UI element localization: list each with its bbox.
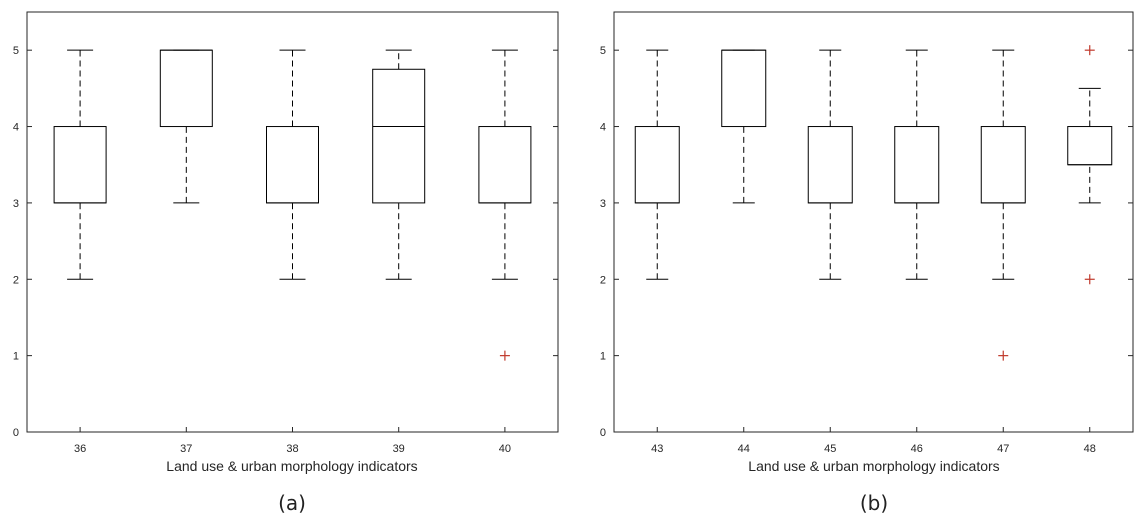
y-tick-label: 0 bbox=[13, 427, 19, 439]
x-tick-label: 38 bbox=[286, 443, 298, 455]
y-tick-label: 2 bbox=[600, 274, 606, 286]
x-tick-label: 36 bbox=[74, 443, 86, 455]
box-body bbox=[980, 126, 1026, 204]
box-48: 48 bbox=[1067, 45, 1113, 455]
box-body bbox=[721, 49, 767, 128]
box-body bbox=[478, 126, 532, 204]
x-tick-label: 48 bbox=[1084, 443, 1096, 455]
box-43: 43 bbox=[634, 49, 680, 455]
panel-label: (a) bbox=[278, 491, 306, 515]
outlier-marker bbox=[998, 350, 1009, 361]
box-44: 44 bbox=[721, 49, 767, 455]
y-tick-label: 5 bbox=[13, 45, 19, 57]
box-body bbox=[1067, 126, 1113, 166]
box-39: 39 bbox=[372, 49, 426, 455]
y-tick-label: 4 bbox=[600, 122, 606, 134]
box-40: 40 bbox=[478, 49, 532, 455]
box-body bbox=[266, 126, 319, 204]
x-tick-label: 46 bbox=[911, 443, 923, 455]
box-45: 45 bbox=[807, 49, 853, 455]
x-tick-label: 44 bbox=[738, 443, 750, 455]
outlier-marker bbox=[499, 350, 510, 361]
x-tick-label: 43 bbox=[651, 443, 663, 455]
box-38: 38 bbox=[266, 49, 319, 455]
box-body bbox=[53, 126, 107, 204]
plot-frame bbox=[613, 11, 1134, 433]
y-tick-label: 2 bbox=[13, 274, 19, 286]
box-body bbox=[372, 68, 426, 204]
x-axis-label: Land use & urban morphology indicators bbox=[748, 458, 999, 474]
x-tick-label: 39 bbox=[393, 443, 405, 455]
y-tick-label: 3 bbox=[600, 198, 606, 210]
box-body bbox=[807, 126, 853, 204]
x-tick-label: 45 bbox=[824, 443, 836, 455]
outlier-marker bbox=[1084, 45, 1095, 56]
x-axis-label: Land use & urban morphology indicators bbox=[166, 458, 417, 474]
y-tick-label: 4 bbox=[13, 122, 19, 134]
panel-label: (b) bbox=[860, 491, 888, 515]
box-47: 47 bbox=[980, 49, 1026, 455]
x-tick-label: 40 bbox=[499, 443, 511, 455]
y-tick-label: 5 bbox=[600, 45, 606, 57]
box-36: 36 bbox=[53, 49, 107, 455]
y-tick-label: 1 bbox=[13, 351, 19, 363]
x-tick-label: 47 bbox=[997, 443, 1009, 455]
box-body bbox=[894, 126, 940, 204]
y-tick-label: 3 bbox=[13, 198, 19, 210]
outlier-marker bbox=[1084, 274, 1095, 285]
x-tick-label: 37 bbox=[180, 443, 192, 455]
y-tick-label: 0 bbox=[600, 427, 606, 439]
box-37: 37 bbox=[159, 49, 213, 455]
box-body bbox=[634, 126, 680, 204]
box-body bbox=[159, 49, 213, 128]
box-46: 46 bbox=[894, 49, 940, 455]
y-tick-label: 1 bbox=[600, 351, 606, 363]
box-plot-panel-a: 0 1 2 3 4 5 36 37 38 39 40 Land use & urban morphol… bbox=[13, 11, 559, 515]
